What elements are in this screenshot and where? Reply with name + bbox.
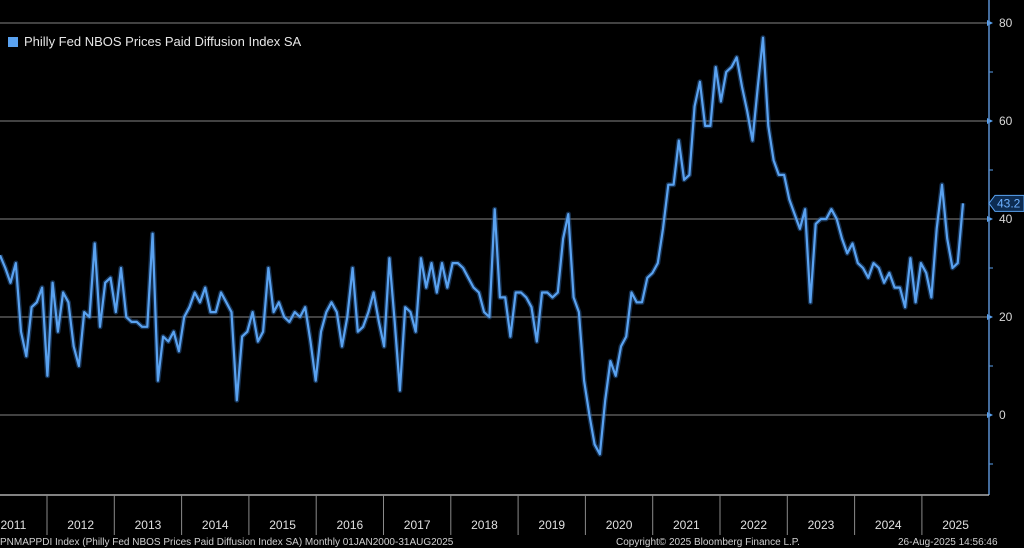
y-tick-marker	[987, 412, 993, 418]
series-line	[0, 36, 965, 456]
last-value-label: 43.2	[997, 196, 1021, 210]
x-tick-label: 2022	[740, 518, 767, 532]
y-tick-label: 80	[999, 16, 1013, 30]
x-tick-label: 2020	[606, 518, 633, 532]
footer-source: PNMAPPDI Index (Philly Fed NBOS Prices P…	[0, 537, 454, 548]
x-tick-label: 2024	[875, 518, 902, 532]
footer-timestamp: 26-Aug-2025 14:56:46	[898, 537, 998, 548]
x-tick-label: 2011	[0, 518, 26, 532]
y-tick-label: 40	[999, 212, 1013, 226]
y-tick-marker	[987, 20, 993, 26]
y-tick-marker	[987, 118, 993, 124]
y-tick-label: 0	[999, 408, 1006, 422]
x-tick-label: 2017	[404, 518, 431, 532]
series-glow	[0, 35, 966, 457]
y-tick-marker	[987, 216, 993, 222]
last-value-tag	[988, 194, 1024, 212]
legend-label: Philly Fed NBOS Prices Paid Diffusion In…	[24, 34, 302, 49]
x-tick-label: 2019	[538, 518, 565, 532]
x-tick-label: 2012	[67, 518, 94, 532]
x-tick-label: 2013	[135, 518, 162, 532]
legend: Philly Fed NBOS Prices Paid Diffusion In…	[8, 34, 301, 49]
y-tick-label: 20	[999, 310, 1013, 324]
x-tick-label: 2025	[942, 518, 969, 532]
x-tick-label: 2014	[202, 518, 229, 532]
x-tick-label: 2023	[808, 518, 835, 532]
y-tick-label: 60	[999, 114, 1013, 128]
x-tick-label: 2021	[673, 518, 700, 532]
legend-swatch	[8, 36, 18, 47]
y-tick-marker	[987, 314, 993, 320]
footer-copyright: Copyright© 2025 Bloomberg Finance L.P.	[616, 537, 800, 548]
x-tick-label: 2015	[269, 518, 296, 532]
x-tick-label: 2018	[471, 518, 498, 532]
x-tick-label: 2016	[336, 518, 363, 532]
